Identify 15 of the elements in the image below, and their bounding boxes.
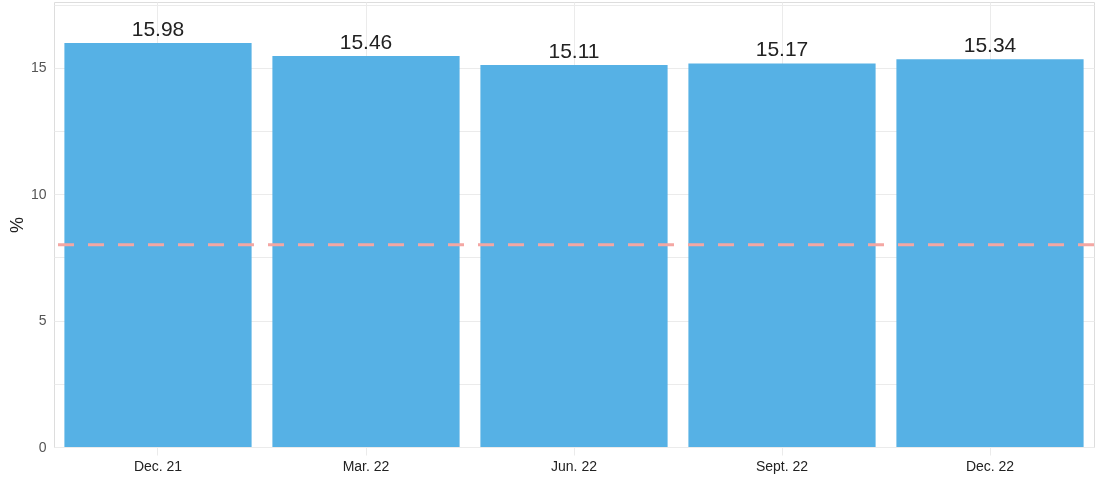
x-tick-label: Dec. 21 [133,457,183,474]
x-tick-label: Sept. 22 [755,457,809,474]
data-label: 15.17 [755,37,809,61]
y-tick-label: 15 [30,59,47,76]
x-tick-label: Mar. 22 [342,457,390,474]
data-label: 15.98 [131,16,185,40]
data-label: 15.11 [548,38,600,62]
data-label: 15.34 [963,33,1017,57]
x-tick-label: Dec. 22 [965,457,1015,474]
y-tick-label: 0 [38,438,47,455]
x-tick-label: Jun. 22 [551,457,598,474]
data-label: 15.46 [339,30,393,54]
y-tick-label: 5 [38,312,47,329]
y-axis-title: % [6,216,27,234]
y-tick-label: 10 [30,185,47,202]
